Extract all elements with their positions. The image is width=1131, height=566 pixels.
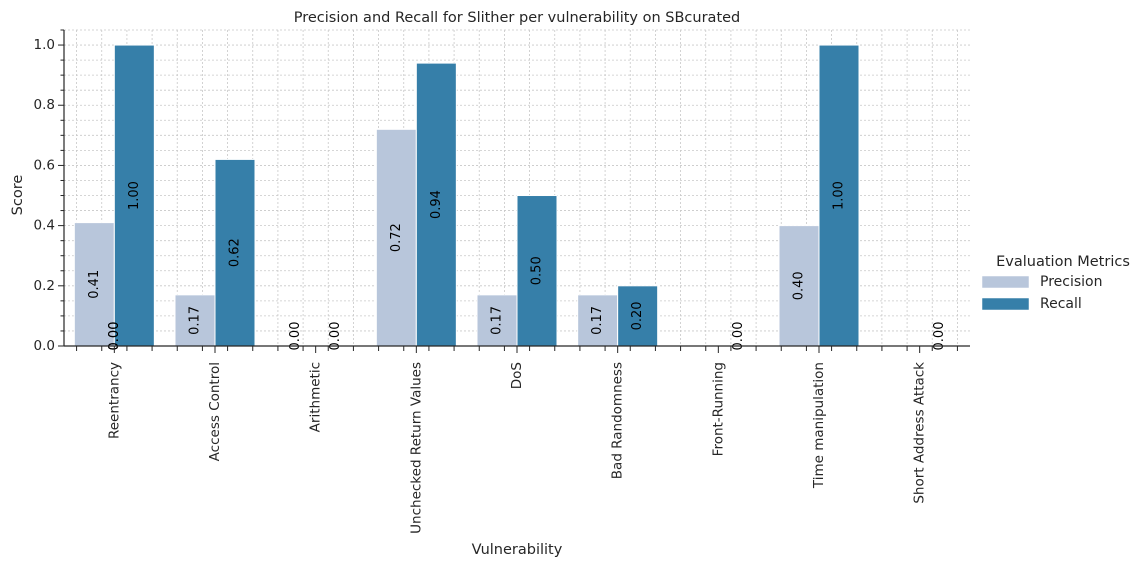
bar-precision bbox=[375, 128, 417, 347]
bar-recall bbox=[617, 285, 659, 347]
y-tick-label: 0.6 bbox=[34, 157, 55, 173]
bar-precision bbox=[73, 222, 115, 347]
x-tick-label: Reentrancy bbox=[106, 362, 122, 439]
bar-recall bbox=[415, 62, 457, 347]
legend-label-precision: Precision bbox=[1040, 274, 1102, 290]
x-tick-label: Access Control bbox=[207, 362, 223, 461]
y-tick-label: 1.0 bbox=[34, 37, 55, 53]
bar-value-label: 0.17 bbox=[188, 306, 203, 335]
bar-value-label: 0.00 bbox=[107, 322, 122, 351]
x-axis-label: Vulnerability bbox=[472, 542, 563, 558]
x-tick-label: Arithmetic bbox=[308, 362, 324, 432]
bar-value-label: 0.00 bbox=[932, 322, 947, 351]
y-tick-label: 0.4 bbox=[34, 218, 55, 234]
bar-precision bbox=[577, 294, 619, 347]
legend-swatch-precision bbox=[981, 275, 1030, 289]
grid bbox=[64, 29, 970, 346]
bar-value-label: 0.00 bbox=[107, 322, 122, 351]
bar-value-label: 1.00 bbox=[127, 181, 142, 210]
chart-title: Precision and Recall for Slither per vul… bbox=[294, 10, 741, 26]
bar-value-label: 0.17 bbox=[490, 306, 505, 335]
y-tick-label: 0.8 bbox=[34, 97, 55, 113]
bar-value-label: 0.50 bbox=[530, 256, 545, 285]
x-tick-label: Short Address Attack bbox=[912, 362, 928, 504]
y-tick-label: 0.2 bbox=[34, 278, 55, 294]
bar-labels: 0.41 0.17 0.00 0.72 0.17 0.17 0.40 1.00 0.62 0.00… bbox=[87, 181, 947, 350]
bar-value-label: 0.00 bbox=[731, 322, 746, 351]
y-axis-label: Score bbox=[10, 175, 26, 216]
y-tick-label: 0.0 bbox=[34, 338, 55, 354]
bar-value-label: 0.62 bbox=[228, 238, 243, 267]
bar-value-label: 0.72 bbox=[389, 223, 404, 252]
bar-value-label: 0.20 bbox=[630, 301, 645, 330]
bar-recall bbox=[214, 158, 256, 347]
bar-value-label: 0.94 bbox=[429, 190, 444, 219]
x-tick-label: Bad Randomness bbox=[610, 362, 626, 479]
bar-value-label: 1.00 bbox=[832, 181, 847, 210]
bar-value-label: 0.00 bbox=[328, 322, 343, 351]
legend: Evaluation Metrics Precision Recall bbox=[981, 254, 1130, 312]
bar-value-label: 0.41 bbox=[87, 270, 102, 299]
bars bbox=[73, 44, 860, 347]
bar-value-label: 0.17 bbox=[590, 306, 605, 335]
x-tick-label: Front-Running bbox=[710, 362, 726, 456]
legend-title: Evaluation Metrics bbox=[996, 254, 1130, 270]
legend-swatch-recall bbox=[981, 297, 1030, 311]
bar-recall bbox=[516, 195, 558, 347]
bar-value-label: 0.00 bbox=[288, 322, 303, 351]
bar-value-label: 0.40 bbox=[792, 271, 807, 300]
x-tick-label: Time manipulation bbox=[811, 362, 827, 489]
legend-label-recall: Recall bbox=[1040, 296, 1082, 312]
x-tick-label: Unchecked Return Values bbox=[408, 362, 424, 534]
x-tick-label: DoS bbox=[509, 362, 525, 389]
axes: 0.0 0.2 0.4 0.6 0.8 1.0 Reentrancy Access Contr… bbox=[34, 29, 970, 534]
bar-recall bbox=[113, 44, 155, 347]
bar-recall bbox=[818, 44, 860, 347]
